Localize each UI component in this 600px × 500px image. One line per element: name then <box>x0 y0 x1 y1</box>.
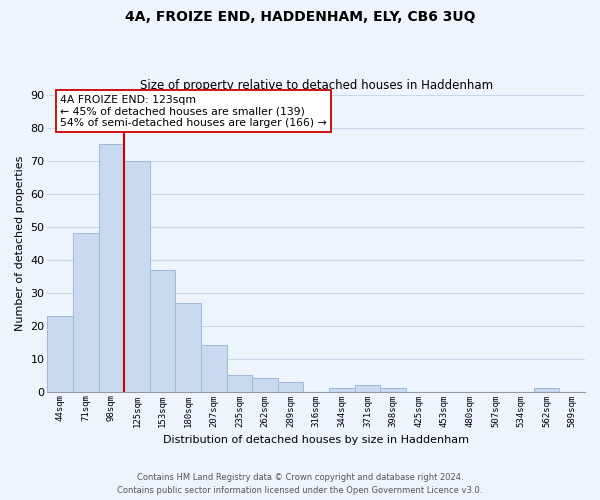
Bar <box>380 388 406 392</box>
Title: Size of property relative to detached houses in Haddenham: Size of property relative to detached ho… <box>140 79 493 92</box>
Text: 4A FROIZE END: 123sqm
← 45% of detached houses are smaller (139)
54% of semi-det: 4A FROIZE END: 123sqm ← 45% of detached … <box>60 94 327 128</box>
Bar <box>98 144 124 392</box>
Bar <box>47 316 73 392</box>
X-axis label: Distribution of detached houses by size in Haddenham: Distribution of detached houses by size … <box>163 435 469 445</box>
Bar <box>201 346 227 392</box>
Bar <box>355 385 380 392</box>
Bar <box>534 388 559 392</box>
Y-axis label: Number of detached properties: Number of detached properties <box>15 156 25 331</box>
Text: 4A, FROIZE END, HADDENHAM, ELY, CB6 3UQ: 4A, FROIZE END, HADDENHAM, ELY, CB6 3UQ <box>125 10 475 24</box>
Bar <box>278 382 304 392</box>
Bar <box>73 233 98 392</box>
Bar <box>252 378 278 392</box>
Bar <box>150 270 175 392</box>
Text: Contains HM Land Registry data © Crown copyright and database right 2024.
Contai: Contains HM Land Registry data © Crown c… <box>118 473 482 495</box>
Bar <box>329 388 355 392</box>
Bar <box>175 302 201 392</box>
Bar <box>227 375 252 392</box>
Bar <box>124 160 150 392</box>
